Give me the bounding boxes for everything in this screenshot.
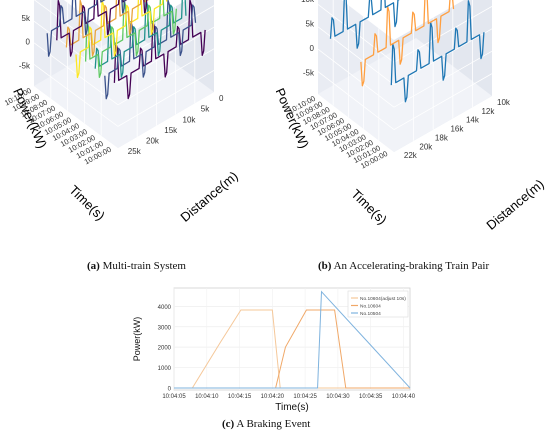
caption-c: (c) A Braking Event <box>222 418 310 430</box>
chart-a-svg: 10k5k0-5k10:10:0010:09:0010:08:0010:07:0… <box>3 0 241 225</box>
trace-line <box>84 0 177 78</box>
distance-axis-label: Distance(m) <box>177 168 240 225</box>
z-tick-label: 0 <box>26 38 31 47</box>
trace-line <box>65 0 149 57</box>
trace-line <box>104 0 197 100</box>
distance-tick-label: 0 <box>219 94 224 103</box>
caption-b-letter: (b) <box>318 260 332 272</box>
distance-tick-label: 15k <box>164 126 178 135</box>
z-tick-label: -5k <box>19 61 31 70</box>
grid-line <box>33 20 119 84</box>
chart-b-svg: 10k5k0-5k10:10:0010:09:0010:08:0010:07:0… <box>272 0 547 233</box>
chart-c-svg: 0 1000 2000 3000 4000 10:04:05 10:04:10 10:04:1… <box>132 287 416 413</box>
grid-line <box>117 26 215 84</box>
y-tick-label: 2000 <box>158 346 172 352</box>
trace-line <box>390 0 485 103</box>
z-tick-label: 10k <box>301 0 315 4</box>
distance-tick-label: 22k <box>404 151 418 160</box>
caption-a-letter: (a) <box>87 260 100 272</box>
y-tick-label: 3000 <box>158 325 172 331</box>
x-tick-label: 10:04:15 <box>228 394 252 400</box>
x-tick-label: 10:04:30 <box>326 394 350 400</box>
time-axis-label: Time(s) <box>66 182 108 223</box>
distance-tick-label: 20k <box>146 137 160 146</box>
time-axis-label: Time(s) <box>348 186 390 227</box>
x-axis-label: Time(s) <box>275 402 309 413</box>
z-tick-label: -5k <box>303 69 315 78</box>
grid-line <box>393 73 493 130</box>
y-tick-label: 1000 <box>158 366 172 372</box>
distance-tick-label: 18k <box>435 133 449 142</box>
x-tick-label: 10:04:40 <box>392 394 416 400</box>
x-tick-label: 10:04:20 <box>261 394 285 400</box>
grid-line <box>33 64 119 127</box>
grid-line <box>117 48 215 106</box>
y-axis-label: Power(kW) <box>132 317 142 362</box>
trace-line <box>360 0 455 87</box>
distance-axis-label: Distance(m) <box>483 176 546 233</box>
legend-label: No.10604 <box>360 304 381 310</box>
x-tick-label: 10:04:35 <box>359 394 383 400</box>
distance-tick-label: 10k <box>183 115 197 124</box>
grid-line <box>393 6 493 63</box>
caption-c-text: A Braking Event <box>236 418 311 430</box>
chart-c: 0 1000 2000 3000 4000 10:04:05 10:04:10 10:04:1… <box>120 278 420 433</box>
distance-tick-label: 16k <box>450 125 464 134</box>
distance-tick-label: 10k <box>497 98 511 107</box>
x-tick-label: 10:04:10 <box>195 394 219 400</box>
chart-b: 10k5k0-5k10:10:0010:09:0010:08:0010:07:0… <box>272 0 550 280</box>
grid-line <box>117 70 215 127</box>
caption-a-text: Multi-train System <box>102 260 186 272</box>
y-tick-label: 4000 <box>158 305 172 311</box>
distance-tick-label: 14k <box>466 116 480 125</box>
grid-lines <box>33 0 215 137</box>
z-tick-label: 5k <box>22 14 31 23</box>
distance-tick-label: 20k <box>419 142 433 151</box>
grid-line <box>393 28 493 86</box>
trace-line <box>75 0 168 79</box>
x-tick-label: 10:04:05 <box>162 394 186 400</box>
chart-a: 10k5k0-5k10:10:0010:09:0010:08:0010:07:0… <box>0 0 276 280</box>
caption-c-letter: (c) <box>222 418 235 430</box>
distance-tick-label: 5k <box>201 105 210 114</box>
grid-line <box>317 48 395 108</box>
trace-line <box>329 0 400 49</box>
caption-b: (b) An Accelerating-braking Train Pair <box>318 260 489 272</box>
grid-line <box>317 71 395 130</box>
trace-line <box>113 0 206 100</box>
trace-line <box>56 0 148 57</box>
distance-tick-label: 12k <box>481 107 495 116</box>
series-line <box>174 290 411 389</box>
legend-label: No.10504 <box>360 311 381 317</box>
x-tick-label: 10:04:25 <box>293 394 317 400</box>
distance-tick-label: 25k <box>128 147 142 156</box>
caption-a: (a) Multi-train System <box>87 260 186 272</box>
z-tick-label: 0 <box>310 44 315 53</box>
legend-label: No.10604(adjust 10s) <box>360 296 406 302</box>
trace-line <box>46 0 126 57</box>
y-tick-label: 0 <box>168 386 172 392</box>
z-tick-label: 5k <box>306 19 315 28</box>
floor <box>34 30 214 148</box>
caption-b-text: An Accelerating-braking Train Pair <box>333 260 490 272</box>
